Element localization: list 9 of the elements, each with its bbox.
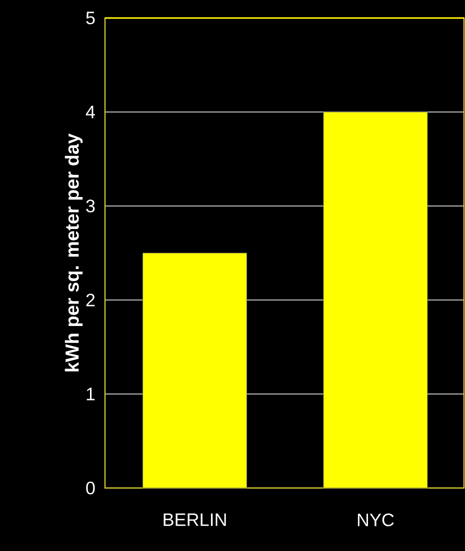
y-tick-label: 4: [86, 106, 95, 118]
y-tick-label: 3: [86, 200, 95, 212]
x-tick-label: BERLIN: [164, 514, 226, 526]
y-axis-title: kWh per sq. meter per day: [64, 133, 83, 372]
y-tick-label: 5: [86, 12, 95, 24]
y-tick-label: 1: [86, 388, 95, 400]
x-tick-label: NYC: [358, 514, 394, 526]
y-tick-label: 2: [86, 294, 95, 306]
y-tick-label: 0: [86, 482, 95, 494]
